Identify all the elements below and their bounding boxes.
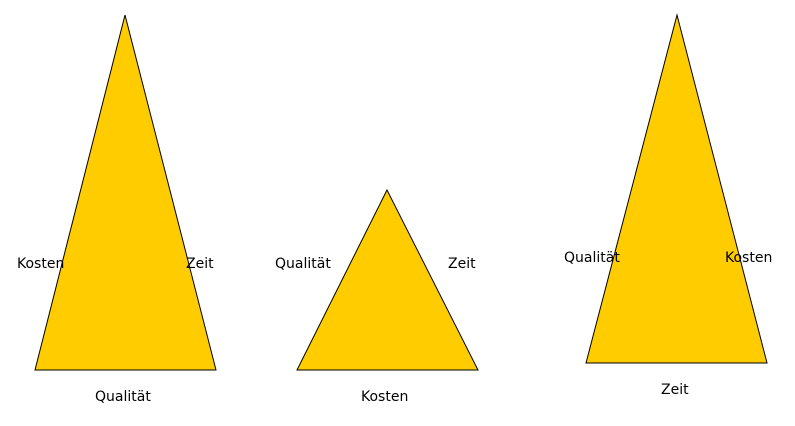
triangle-3 [585, 13, 768, 364]
triangle-3-right-label: Kosten [725, 250, 773, 266]
triangle-3-left-label: Qualität [564, 250, 620, 266]
triangle-1 [34, 14, 217, 371]
triangle-1-right-label: Zeit [186, 256, 214, 272]
triangle-2-right-label: Zeit [448, 256, 476, 272]
triangle-2 [296, 188, 479, 371]
triangle-1-base-label: Qualität [95, 389, 151, 405]
triangle-3-base-label: Zeit [661, 382, 689, 398]
triangle-2-base-label: Kosten [361, 389, 409, 405]
triangle-1-left-label: Kosten [17, 256, 65, 272]
triangle-2-left-label: Qualität [275, 256, 331, 272]
